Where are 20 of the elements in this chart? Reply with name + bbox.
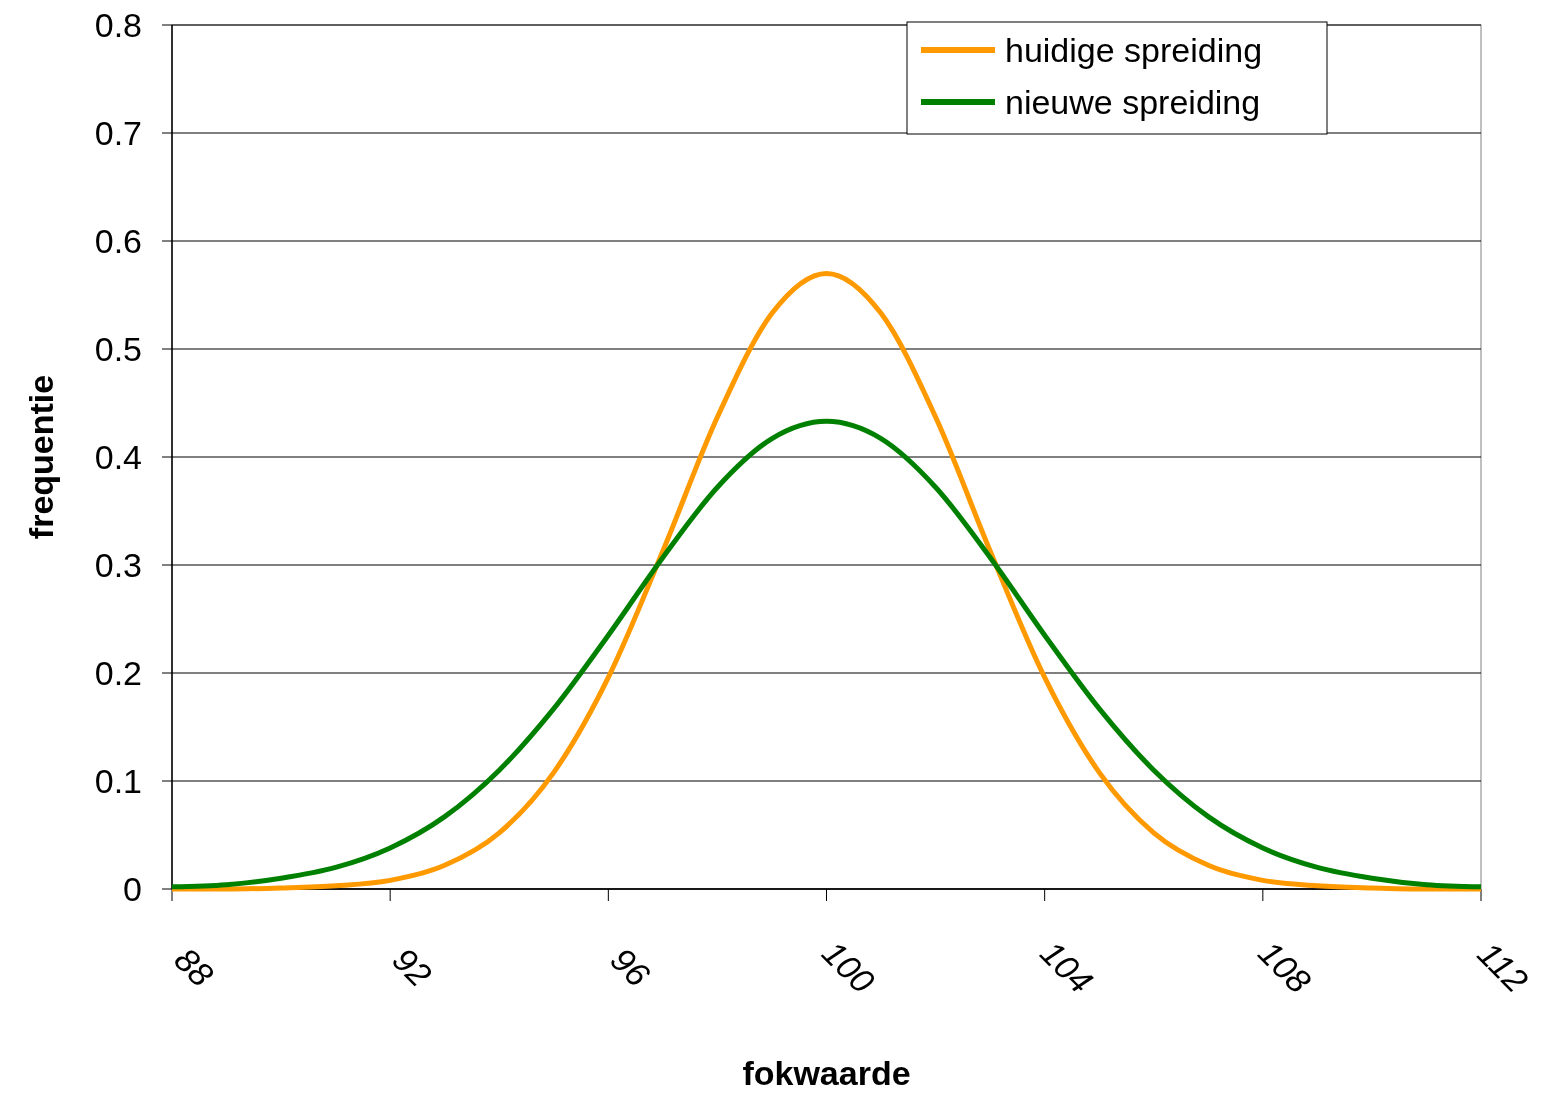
y-tick-label: 0.5 — [94, 329, 142, 368]
x-tick-label: 112 — [1470, 934, 1536, 1000]
y-tick-label: 0 — [123, 869, 142, 908]
y-tick-label: 0.8 — [94, 5, 142, 44]
legend-label: nieuwe spreiding — [1005, 82, 1261, 121]
x-tick-label: 100 — [815, 933, 883, 1001]
x-tick-label: 92 — [385, 940, 440, 994]
x-axis-title: fokwaarde — [742, 1054, 911, 1092]
x-tick-label: 88 — [167, 940, 221, 994]
y-axis-title: frequentie — [22, 374, 60, 540]
legend-label: huidige spreiding — [1005, 30, 1263, 69]
y-tick-label: 0.3 — [94, 545, 142, 584]
x-tick-label: 108 — [1251, 933, 1319, 1001]
y-tick-label: 0.2 — [94, 653, 142, 692]
y-tick-label: 0.4 — [94, 437, 142, 476]
y-tick-label: 0.7 — [94, 113, 142, 152]
y-tick-label: 0.6 — [94, 221, 142, 260]
x-tick-label: 96 — [603, 940, 658, 994]
y-tick-label: 0.1 — [94, 761, 142, 800]
x-tick-label: 104 — [1033, 933, 1101, 1001]
